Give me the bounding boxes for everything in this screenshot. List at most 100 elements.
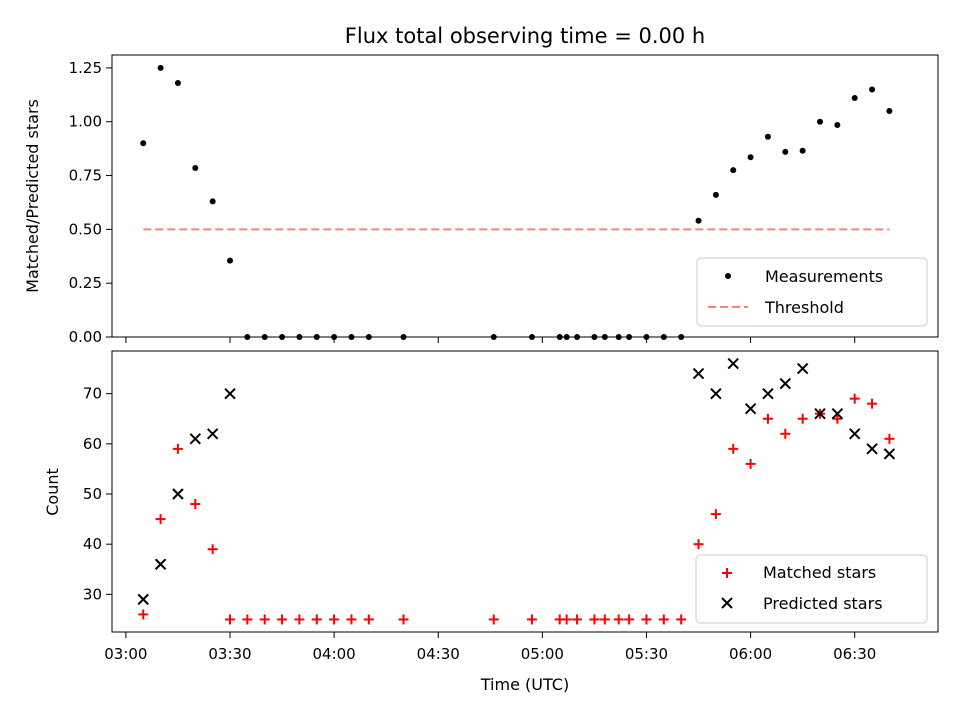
measurement-point — [730, 167, 737, 174]
ratio-y-tick-label: 0.75 — [69, 167, 102, 185]
matched-stars-point — [398, 614, 409, 625]
predicted-stars-point — [710, 387, 722, 400]
predicted-stars-point — [154, 558, 167, 570]
ratio-x-axis — [125, 337, 856, 343]
count-x-tick-label: 04:30 — [417, 645, 460, 663]
matched-stars-point — [190, 499, 201, 510]
ratio-legend: Measurements Threshold — [696, 257, 928, 327]
predicted-stars-point — [727, 357, 739, 370]
matched-stars-point — [155, 514, 166, 525]
count-x-tick-label: 03:00 — [104, 645, 147, 663]
matched-stars-point — [329, 614, 340, 625]
legend-measurements-label: Measurements — [765, 267, 883, 286]
count-y-axis: 30 40 50 60 70 — [83, 385, 112, 603]
predicted-stars-point — [137, 593, 149, 606]
matched-stars-point — [589, 614, 600, 625]
matched-stars-point — [849, 393, 860, 404]
matched-stars-point — [599, 614, 610, 625]
measurement-point — [747, 154, 754, 161]
count-x-tick-label: 06:30 — [833, 645, 876, 663]
count-legend-box — [695, 554, 928, 624]
measurement-point — [799, 147, 806, 154]
matched-stars-point — [693, 539, 704, 550]
ratio-y-axis: 0.00 0.25 0.50 0.75 1.00 1.25 — [69, 59, 112, 346]
matched-stars-point — [277, 614, 288, 625]
count-y-tick-label: 40 — [83, 535, 102, 553]
matched-stars-point — [797, 413, 808, 424]
count-plot-area — [137, 357, 896, 625]
matched-stars-point — [762, 413, 773, 424]
predicted-stars-point — [206, 428, 219, 440]
count-axes-frame — [111, 350, 939, 633]
measurement-point — [695, 217, 702, 224]
matched-stars-point — [363, 614, 374, 625]
predicted-stars-point — [779, 377, 792, 390]
ratio-y-tick-label: 0.50 — [69, 220, 102, 238]
ratio-y-tick-label: 0.25 — [69, 274, 102, 292]
measurement-point — [227, 257, 233, 264]
matched-stars-point — [561, 614, 572, 625]
measurement-point — [782, 148, 789, 155]
count-y-tick-label: 70 — [83, 385, 102, 403]
matched-stars-point — [207, 544, 218, 555]
matched-stars-point — [832, 413, 843, 424]
count-x-tick-label: 04:00 — [313, 645, 356, 663]
measurement-point — [712, 191, 719, 198]
matched-stars-point — [311, 614, 322, 625]
legend-matched-label: Matched stars — [763, 563, 876, 582]
measurement-point — [209, 198, 216, 205]
measurement-point — [851, 95, 858, 102]
predicted-stars-point — [744, 402, 757, 415]
measurement-point — [886, 107, 893, 114]
legend-threshold-label: Threshold — [764, 298, 844, 317]
x-axis-label: Time (UTC) — [480, 675, 569, 694]
predicted-stars-point — [796, 362, 809, 375]
ratio-legend-box — [696, 257, 928, 327]
matched-stars-point — [242, 614, 253, 625]
legend-matched-marker — [722, 568, 732, 578]
ratio-plot-area — [140, 64, 893, 340]
predicted-stars-point — [762, 387, 774, 400]
predicted-stars-point — [224, 387, 236, 400]
matched-stars-point — [641, 614, 652, 625]
matched-stars-point — [867, 398, 878, 409]
predicted-stars-point — [189, 433, 202, 445]
matched-stars-point — [259, 614, 270, 625]
matched-stars-point — [624, 614, 635, 625]
measurement-point — [764, 133, 771, 140]
count-y-tick-label: 60 — [83, 435, 102, 453]
ratio-axes-frame — [111, 54, 939, 338]
ratio-y-tick-label: 0.00 — [69, 328, 102, 346]
ratio-y-tick-label: 1.00 — [69, 113, 102, 131]
matched-stars-point — [172, 443, 183, 454]
count-x-tick-label: 05:30 — [625, 645, 668, 663]
predicted-stars-point — [814, 408, 826, 420]
count-panel: 30 40 50 60 70 03:00 03:30 04:00 04:30 05:00 05:3… — [43, 350, 939, 694]
ratio-y-axis-label: Matched/Predicted stars — [23, 99, 42, 293]
count-legend: Matched stars Predicted stars — [695, 554, 928, 624]
matched-stars-point — [884, 433, 895, 444]
legend-measurements-marker — [725, 273, 731, 279]
count-y-tick-label: 50 — [83, 485, 102, 503]
count-x-tick-label: 05:00 — [521, 645, 564, 663]
legend-predicted-marker — [721, 597, 733, 609]
predicted-stars-point — [692, 367, 705, 380]
matched-stars-point — [346, 614, 357, 625]
matched-stars-point — [526, 614, 537, 625]
measurement-point — [834, 121, 841, 128]
matched-stars-point — [676, 614, 687, 625]
matched-stars-point — [658, 614, 669, 625]
matched-stars-point — [710, 509, 721, 520]
measurement-point — [157, 64, 164, 71]
ratio-y-tick-label: 1.25 — [69, 59, 102, 77]
matched-stars-point — [488, 614, 499, 625]
legend-predicted-label: Predicted stars — [763, 594, 883, 613]
measurement-point — [140, 140, 147, 147]
matched-stars-point — [138, 609, 149, 620]
measurement-point — [869, 86, 876, 93]
ratio-panel: 0.00 0.25 0.50 0.75 1.00 1.25 Matched/Predict… — [23, 54, 939, 346]
matched-stars-point — [572, 614, 583, 625]
count-x-axis: 03:00 03:30 04:00 04:30 05:00 05:30 06:00 06:30 — [104, 632, 876, 663]
predicted-stars-point — [848, 428, 861, 440]
